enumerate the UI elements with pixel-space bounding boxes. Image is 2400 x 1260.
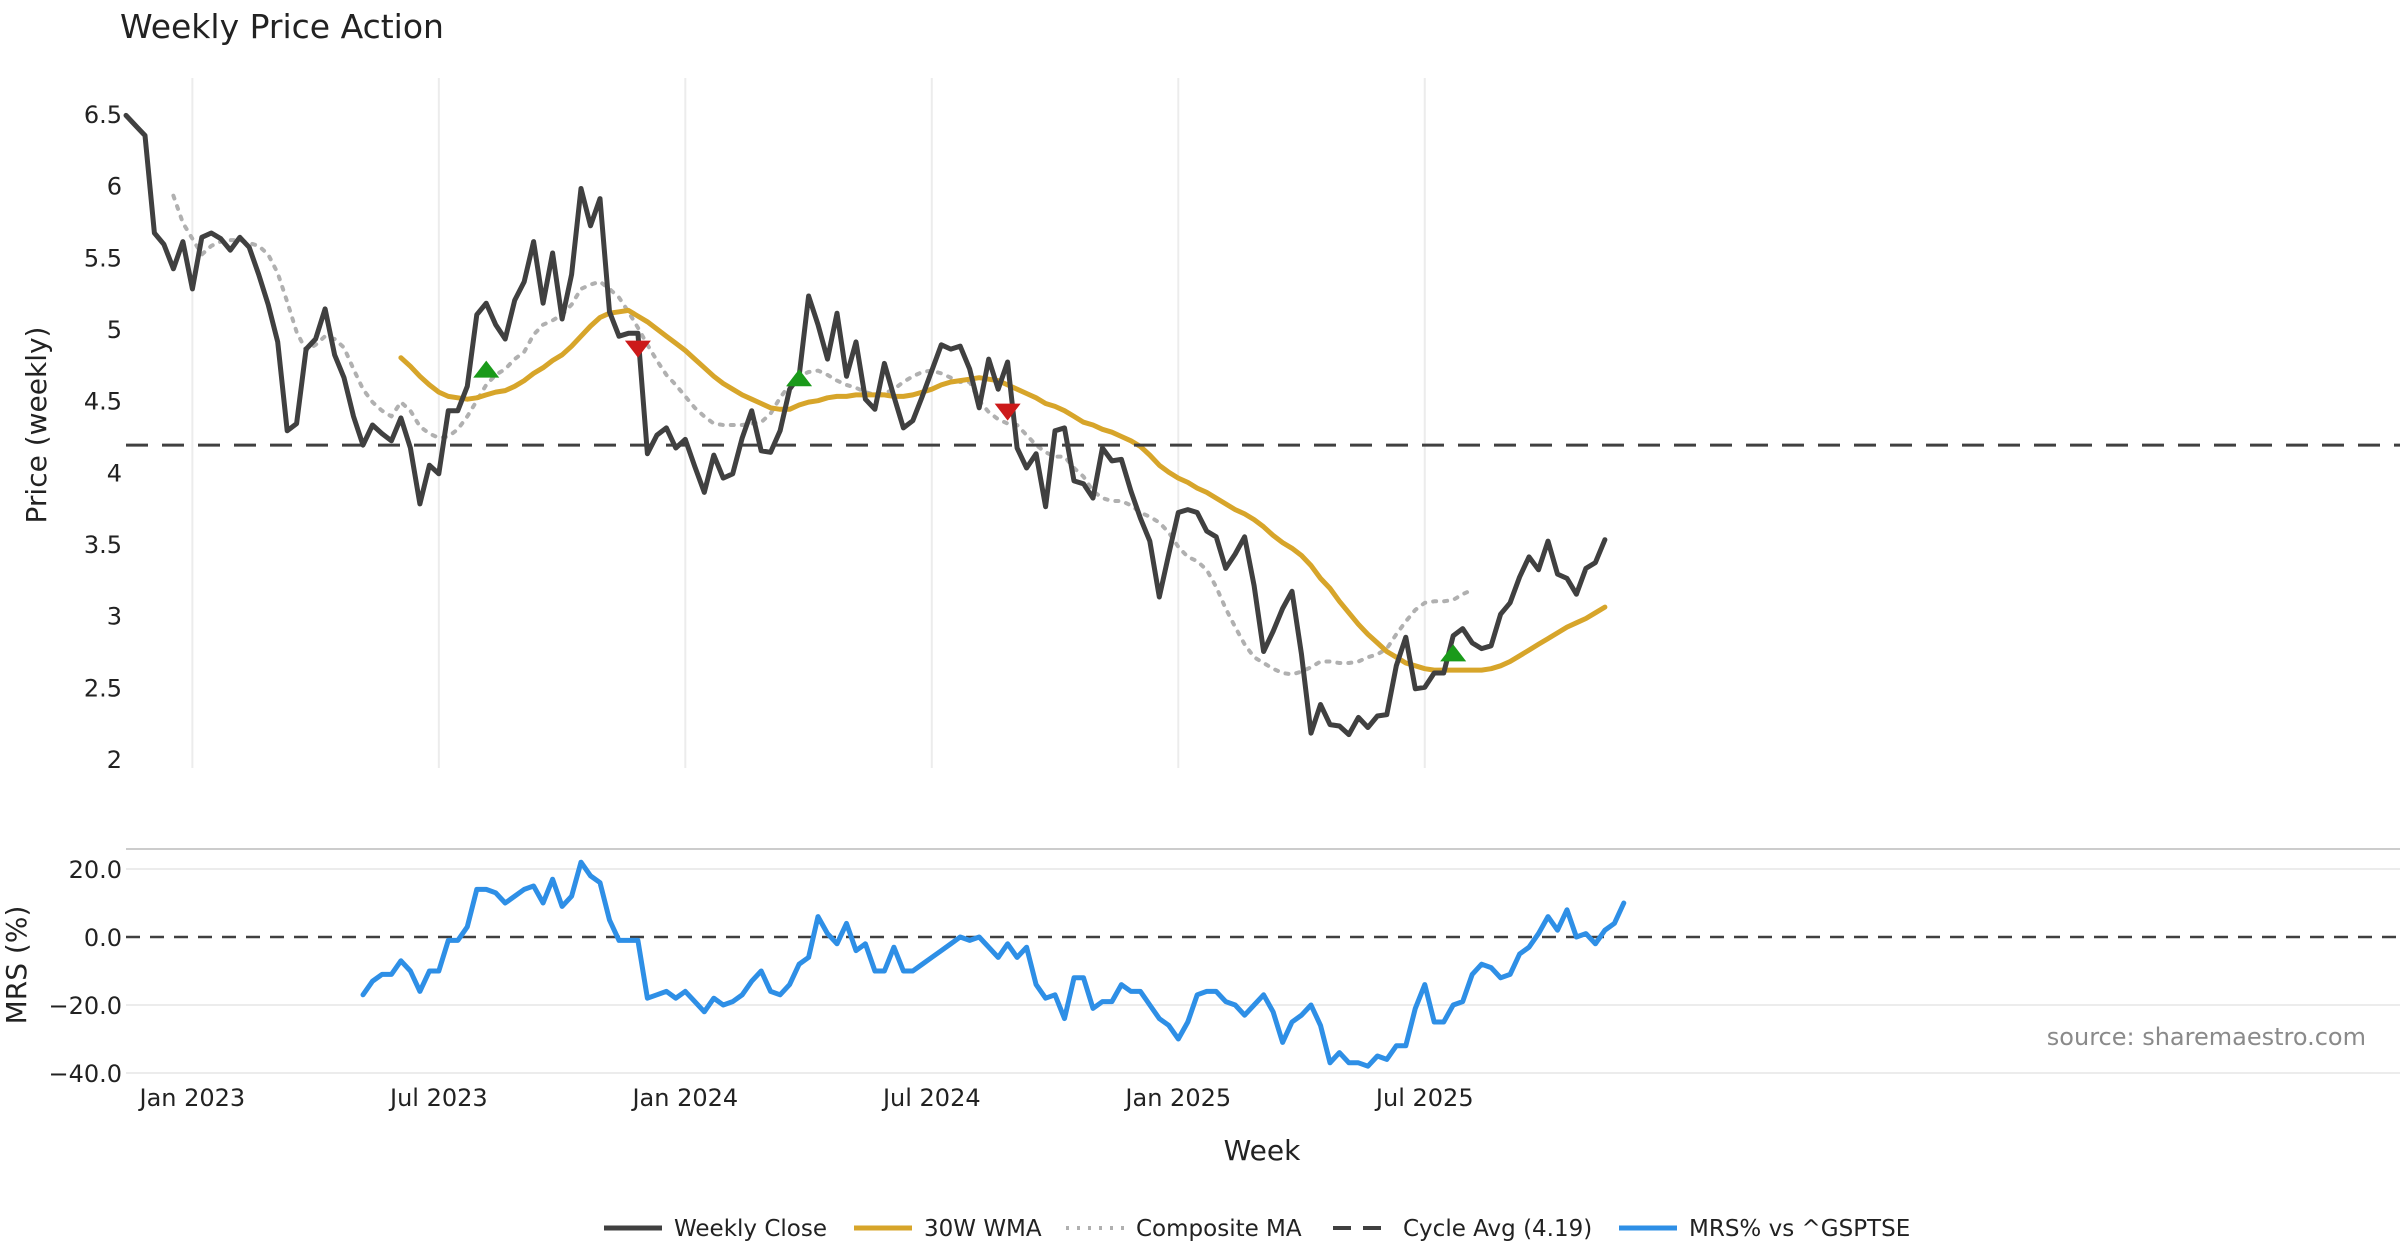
price-y-tick-label: 3.5	[84, 531, 122, 559]
price-panel: 2 2.5 3 3.5 4 4.5 5 5.5 6 6.5 Price (weekly)	[20, 78, 2400, 774]
x-axis-label: Week	[1224, 1134, 1301, 1167]
price-y-ticks: 2 2.5 3 3.5 4 4.5 5 5.5 6 6.5	[84, 101, 122, 774]
mrs-y-tick-label: −20.0	[48, 992, 122, 1020]
price-y-axis-label: Price (weekly)	[20, 327, 53, 524]
sell-signal-marker	[994, 403, 1021, 421]
price-y-tick-label: 3	[107, 603, 122, 631]
x-tick-label: Jul 2024	[881, 1084, 981, 1112]
x-tick-label: Jul 2023	[388, 1084, 488, 1112]
x-tick-label: Jan 2025	[1123, 1084, 1231, 1112]
legend: Weekly Close 30W WMA Composite MA Cycle Avg…	[604, 1216, 1910, 1242]
price-y-tick-label: 5.5	[84, 244, 122, 272]
price-y-tick-label: 6	[107, 173, 122, 201]
legend-item-cycle-avg-4-19: Cycle Avg (4.19)	[1333, 1216, 1592, 1242]
composite-ma-line	[171, 193, 1475, 677]
price-series	[123, 112, 2400, 738]
chart-title: Weekly Price Action	[120, 7, 444, 46]
legend-item-30w-wma: 30W WMA	[854, 1216, 1042, 1242]
price-y-tick-label: 5	[107, 316, 122, 344]
price-y-tick-label: 2.5	[84, 674, 122, 702]
source-credit: source: sharemaestro.com	[2047, 1023, 2366, 1051]
mrs-y-tick-label: −40.0	[48, 1060, 122, 1088]
x-tick-label: Jan 2023	[138, 1084, 246, 1112]
mrs-y-ticks: 20.0 0.0 −20.0 −40.0	[48, 856, 122, 1088]
price-gridlines	[191, 78, 1426, 768]
buy-signal-marker	[786, 369, 813, 387]
price-y-tick-label: 4	[107, 459, 122, 487]
legend-label: Cycle Avg (4.19)	[1403, 1216, 1592, 1242]
mrs-panel: 20.0 0.0 −20.0 −40.0 MRS (%) source: sharem…	[0, 848, 2400, 1088]
price-y-tick-label: 2	[107, 746, 122, 774]
legend-label: Weekly Close	[674, 1216, 827, 1242]
legend-label: 30W WMA	[924, 1216, 1042, 1242]
legend-item-mrs-vs-gsptse: MRS% vs ^GSPTSE	[1619, 1216, 1910, 1242]
mrs-series	[360, 859, 1627, 1069]
mrs-gridlines	[126, 868, 2400, 1074]
x-tick-label: Jul 2025	[1374, 1084, 1474, 1112]
x-tick-label: Jan 2024	[630, 1084, 738, 1112]
legend-item-weekly-close: Weekly Close	[604, 1216, 827, 1242]
mrs-y-axis-label: MRS (%)	[0, 906, 33, 1025]
legend-label: MRS% vs ^GSPTSE	[1689, 1216, 1910, 1242]
buy-signal-marker	[1440, 644, 1467, 662]
x-axis-ticks: Jan 2023 Jul 2023 Jan 2024 Jul 2024 Jan 2025…	[138, 1084, 1474, 1112]
price-y-tick-label: 6.5	[84, 101, 122, 129]
legend-label: Composite MA	[1136, 1216, 1302, 1242]
weekly-close-line	[123, 112, 1608, 738]
mrs-y-tick-label: 0.0	[84, 924, 122, 952]
signal-markers	[473, 340, 1467, 662]
price-y-tick-label: 4.5	[84, 388, 122, 416]
sell-signal-marker	[624, 340, 651, 358]
buy-signal-marker	[473, 360, 500, 378]
mrs-y-tick-label: 20.0	[69, 856, 122, 884]
legend-item-composite-ma: Composite MA	[1066, 1216, 1302, 1242]
mrs-line	[360, 859, 1627, 1069]
